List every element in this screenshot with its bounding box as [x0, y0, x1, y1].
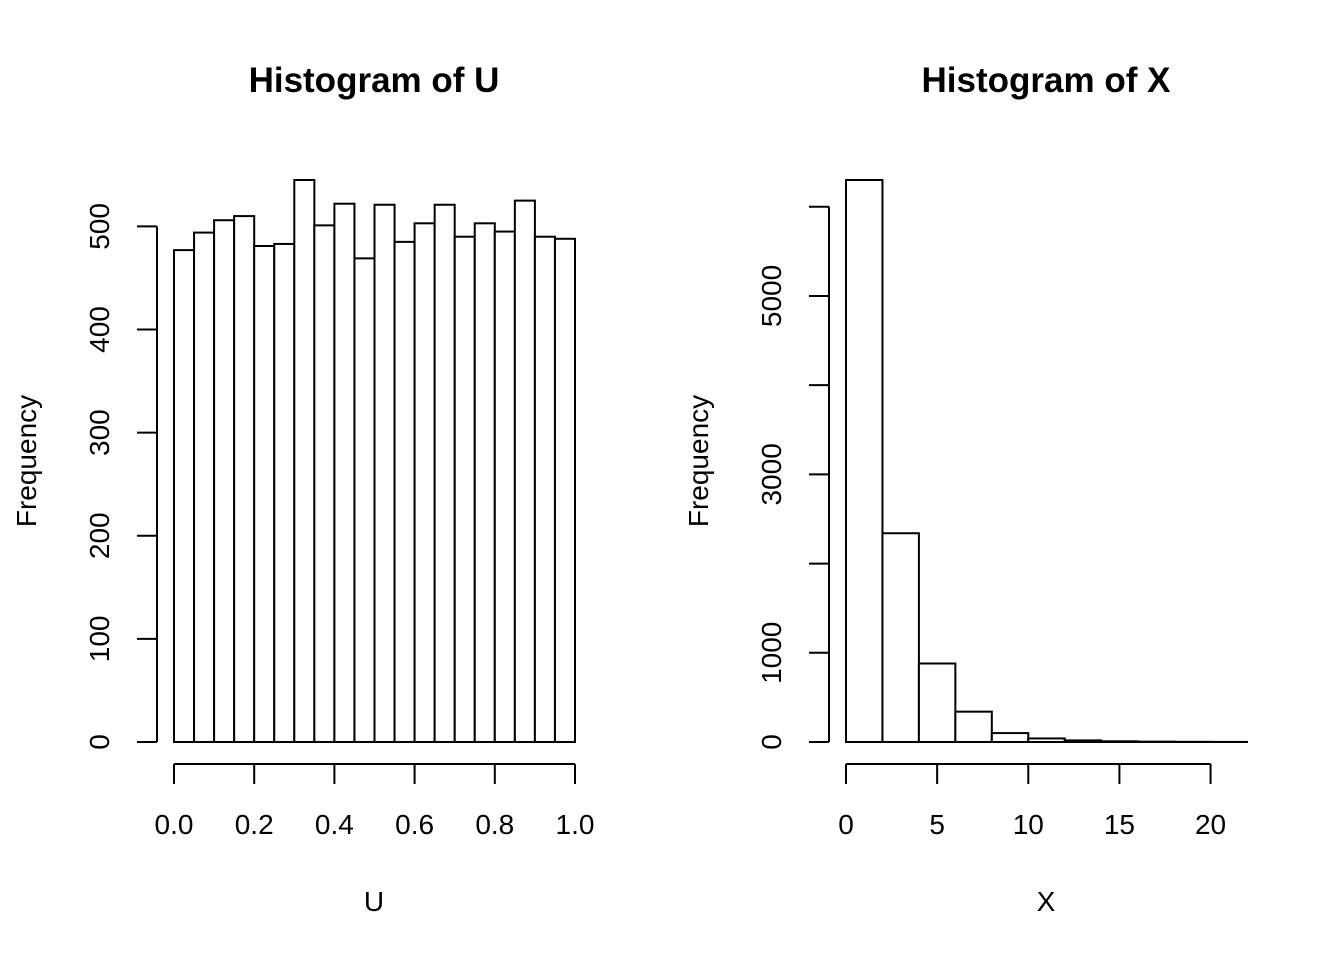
histogram-bar [473, 222, 496, 743]
bars [845, 179, 1248, 744]
histogram-bar [453, 235, 476, 743]
x-tick-label: 0.0 [155, 809, 194, 840]
histogram-bar [373, 203, 396, 744]
x-axis: 0.0 0.2 0.4 0.6 0.8 1.0 [155, 763, 595, 840]
x-tick-label: 0.6 [395, 809, 434, 840]
x-tick-label: 0.2 [235, 809, 274, 840]
histogram-x-panel: Histogram of X X Frequency 0 5 10 15 20 0 100… [683, 61, 1248, 917]
histogram-bar [513, 199, 536, 744]
y-axis-title: Frequency [11, 395, 42, 527]
histogram-bar [845, 179, 884, 743]
histogram-bar [313, 224, 336, 743]
y-tick-label: 100 [84, 616, 115, 663]
x-tick-label: 1.0 [556, 809, 595, 840]
histogram-bar [333, 202, 356, 744]
histogram-bar [193, 231, 216, 743]
histogram-bar [1027, 737, 1066, 744]
y-tick-label: 0 [84, 734, 115, 750]
histogram-bar [353, 257, 376, 743]
histogram-bar [173, 249, 196, 743]
x-tick-label: 20 [1195, 809, 1226, 840]
histogram-bar [273, 242, 296, 743]
y-tick-label: 5000 [756, 265, 787, 327]
chart-title: Histogram of X [922, 61, 1172, 100]
x-tick-label: 5 [929, 809, 945, 840]
y-axis: 0 100 200 300 400 500 [84, 203, 158, 750]
histogram-bar [954, 710, 993, 744]
histogram-bar [393, 240, 416, 744]
histogram-bar [990, 732, 1030, 743]
x-tick-label: 0.4 [315, 809, 354, 840]
y-tick-label: 400 [84, 306, 115, 353]
histogram-bar [881, 532, 920, 743]
y-axis-title: Frequency [683, 395, 714, 527]
histogram-bar [917, 662, 957, 743]
histogram-bar [1100, 740, 1139, 744]
histogram-bar [493, 230, 516, 743]
histogram-bar [433, 203, 456, 744]
chart-title: Histogram of U [249, 61, 500, 100]
y-tick-label: 1000 [756, 622, 787, 684]
x-axis: 0 5 10 15 20 [838, 763, 1226, 840]
histogram-bar [293, 179, 316, 743]
histogram-bar [553, 237, 577, 743]
x-tick-label: 0 [838, 809, 854, 840]
histogram-bar [1063, 739, 1103, 744]
histogram-bar [253, 244, 276, 743]
x-tick-label: 10 [1013, 809, 1044, 840]
x-tick-label: 15 [1104, 809, 1135, 840]
histogram-bar [213, 219, 236, 744]
bars [173, 179, 577, 744]
x-axis-title: X [1037, 886, 1056, 917]
y-axis: 0 1000 3000 5000 [756, 205, 830, 750]
y-tick-label: 0 [756, 734, 787, 750]
histogram-bar [413, 222, 436, 743]
y-tick-label: 3000 [756, 443, 787, 505]
y-tick-label: 200 [84, 512, 115, 559]
y-tick-label: 500 [84, 203, 115, 250]
histogram-bar [233, 215, 256, 743]
y-tick-label: 300 [84, 409, 115, 456]
histogram-u-panel: Histogram of U U Frequency 0.0 0.2 0.4 0.6 0… [11, 61, 594, 917]
x-axis-title: U [364, 886, 384, 917]
histogram-bar [533, 235, 556, 743]
x-tick-label: 0.8 [475, 809, 514, 840]
